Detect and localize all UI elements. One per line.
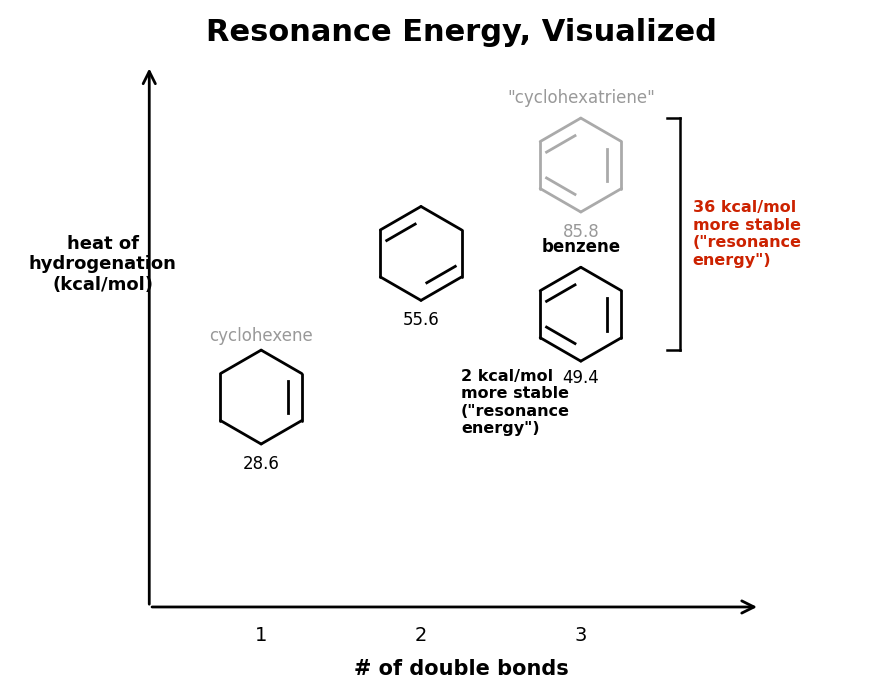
Text: 1: 1	[254, 626, 267, 645]
Text: 85.8: 85.8	[562, 223, 598, 241]
Text: 3: 3	[574, 626, 587, 645]
Text: 49.4: 49.4	[562, 370, 598, 387]
Title: Resonance Energy, Visualized: Resonance Energy, Visualized	[205, 18, 716, 46]
Text: heat of
hydrogenation
(kcal/mol): heat of hydrogenation (kcal/mol)	[29, 235, 176, 294]
Text: # of double bonds: # of double bonds	[353, 659, 567, 679]
Text: 36 kcal/mol
more stable
("resonance
energy"): 36 kcal/mol more stable ("resonance ener…	[692, 201, 801, 268]
Text: 2: 2	[414, 626, 427, 645]
Text: cyclohexene: cyclohexene	[209, 327, 313, 344]
Text: 28.6: 28.6	[242, 455, 279, 473]
Text: benzene: benzene	[540, 238, 620, 256]
Text: 2 kcal/mol
more stable
("resonance
energy"): 2 kcal/mol more stable ("resonance energ…	[460, 369, 569, 436]
Text: "cyclohexatriene": "cyclohexatriene"	[506, 89, 654, 107]
Text: 55.6: 55.6	[403, 312, 438, 329]
